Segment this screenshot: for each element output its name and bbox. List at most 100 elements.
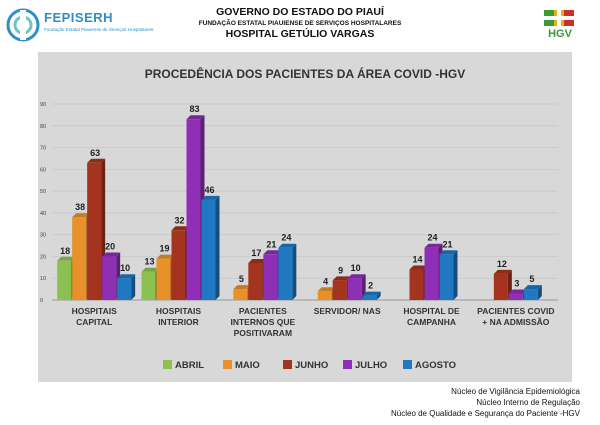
bar	[186, 119, 201, 300]
bar-top	[508, 289, 527, 294]
data-label: 2	[368, 281, 373, 291]
fepiserh-brand-subtitle: Fundação Estatal Piauiense de Serviços H…	[44, 27, 154, 32]
bar	[409, 269, 424, 300]
bar	[233, 289, 248, 300]
bar-top	[278, 243, 297, 248]
legend-label: JUNHO	[295, 360, 328, 371]
category-label: PACIENTES	[239, 306, 287, 316]
category-label: INTERIOR	[158, 317, 199, 327]
chart-title: PROCEDÊNCIA DOS PACIENTES DA ÁREA COVID …	[145, 66, 465, 81]
data-label: 20	[105, 241, 115, 251]
legend-swatch	[403, 360, 412, 369]
data-label: 10	[120, 263, 130, 273]
bar	[201, 199, 216, 300]
bar	[102, 256, 117, 300]
bar	[72, 217, 87, 300]
data-label: 19	[159, 244, 169, 254]
data-label: 13	[144, 257, 154, 267]
category-label: SERVIDOR/ NAS	[314, 306, 381, 316]
bar-top	[439, 250, 458, 255]
legend-swatch	[343, 360, 352, 369]
footer-credits: Núcleo de Vigilância Epidemiológica Núcl…	[391, 386, 580, 419]
bar	[248, 262, 263, 300]
hgv-logo-icon: HGV	[544, 10, 574, 40]
category-label: + NA ADMISSÃO	[482, 317, 550, 327]
bar-top	[156, 254, 175, 259]
bar-top	[186, 115, 205, 120]
data-label: 10	[351, 263, 361, 273]
data-label: 21	[442, 239, 452, 249]
government-title: GOVERNO DO ESTADO DO PIAUÍ	[216, 6, 384, 18]
data-label: 5	[239, 274, 244, 284]
data-label: 3	[514, 278, 519, 288]
bar	[278, 247, 293, 300]
data-label: 12	[497, 259, 507, 269]
data-label: 9	[338, 265, 343, 275]
data-label: 24	[427, 233, 437, 243]
bar-top	[201, 195, 220, 200]
category-label: INTERNOS QUE	[230, 317, 295, 327]
legend-label: AGOSTO	[415, 360, 456, 371]
bar-top	[263, 250, 282, 255]
data-label: 24	[281, 233, 291, 243]
bar	[439, 254, 454, 300]
bar-top	[102, 252, 121, 257]
y-tick-label: 90	[40, 102, 46, 108]
y-tick-label: 0	[40, 298, 43, 304]
foundation-title: FUNDAÇÃO ESTATAL PIAUIENSE DE SERVIÇOS H…	[198, 20, 402, 27]
bar-top	[347, 274, 366, 279]
bar-side	[376, 291, 381, 300]
bar-top	[409, 265, 428, 270]
data-label: 32	[174, 215, 184, 225]
bar-top	[57, 256, 76, 261]
legend-label: ABRIL	[175, 360, 204, 371]
hospital-title: HOSPITAL GETÚLIO VARGAS	[225, 28, 375, 40]
legend-label: MAIO	[235, 360, 260, 371]
bar-top	[117, 274, 136, 279]
bar-side	[453, 250, 458, 300]
bar-top	[362, 291, 381, 296]
bar	[317, 291, 332, 300]
bar-top	[248, 258, 267, 263]
bar-top	[87, 158, 106, 163]
bar	[362, 295, 377, 300]
y-tick-label: 30	[40, 233, 46, 239]
bar-side	[361, 274, 366, 300]
y-tick-label: 50	[40, 189, 46, 195]
bar	[141, 271, 156, 300]
category-label: CAPITAL	[76, 317, 112, 327]
data-label: 4	[323, 276, 328, 286]
y-tick-label: 10	[40, 276, 46, 282]
bar-side	[131, 274, 136, 300]
category-label: HOSPITAIS	[72, 306, 118, 316]
data-label: 14	[412, 255, 422, 265]
bar-top	[171, 226, 190, 231]
page-header: GOVERNO DO ESTADO DO PIAUÍ FUNDAÇÃO ESTA…	[150, 6, 450, 41]
bar-side	[292, 243, 297, 300]
data-label: 17	[251, 248, 261, 258]
bar	[171, 230, 186, 300]
bar	[117, 278, 132, 300]
y-tick-label: 40	[40, 211, 46, 217]
data-label: 63	[90, 148, 100, 158]
bar-side	[215, 195, 220, 300]
fepiserh-logo: FEPISERH Fundação Estatal Piauiense de S…	[6, 6, 156, 46]
bar	[156, 258, 171, 300]
bar-top	[424, 243, 443, 248]
bar-top	[493, 269, 512, 274]
bar	[347, 278, 362, 300]
bar-top	[332, 276, 351, 281]
bar	[508, 293, 523, 300]
y-tick-label: 80	[40, 124, 46, 130]
bar-top	[233, 285, 252, 290]
fepiserh-logo-icon	[6, 8, 40, 42]
category-label: HOSPITAL DE	[403, 306, 460, 316]
data-label: 46	[204, 185, 214, 195]
y-tick-label: 70	[40, 146, 46, 152]
legend-swatch	[163, 360, 172, 369]
data-label: 83	[189, 104, 199, 114]
legend-swatch	[223, 360, 232, 369]
category-label: CAMPANHA	[407, 317, 456, 327]
bar	[424, 247, 439, 300]
bar-chart: PROCEDÊNCIA DOS PACIENTES DA ÁREA COVID …	[40, 66, 558, 371]
